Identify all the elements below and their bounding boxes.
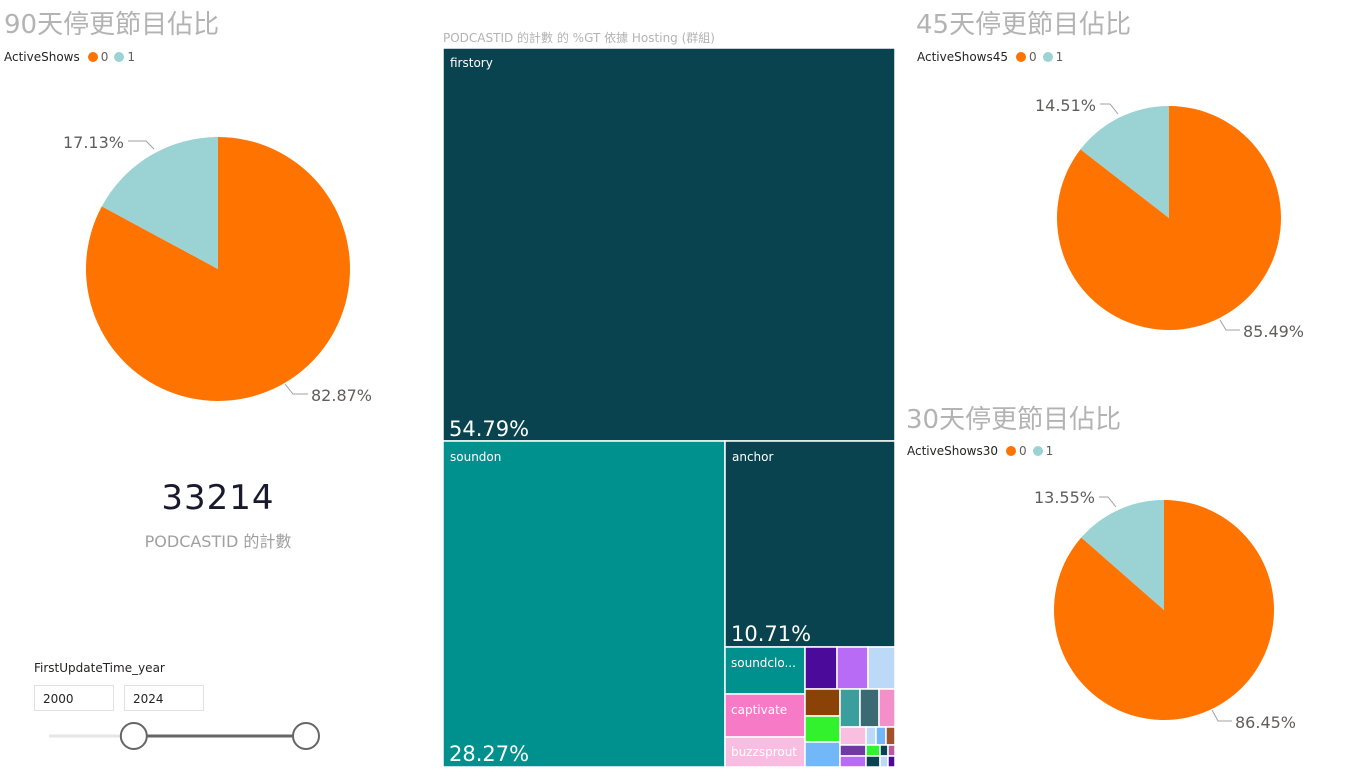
legend-dot-0 (87, 52, 98, 62)
legend-label-0: 0 (1019, 444, 1027, 458)
pie45-legend-title: ActiveShows45 (917, 50, 1009, 64)
pie90-slice-0[interactable] (86, 137, 351, 401)
tile-small[interactable] (839, 755, 867, 768)
tile-small[interactable] (804, 646, 838, 690)
tile-anchor-value: 10.71% (731, 622, 811, 646)
pie45-slice-1[interactable] (1080, 106, 1169, 218)
pie45-label-0: 85.49% (1243, 322, 1304, 341)
pie45-title: 45天停更節目佔比 (916, 10, 1132, 40)
slicer-range (49, 722, 320, 750)
tile-buzzsprout-label: buzzsprout (731, 745, 797, 759)
legend-label-1: 1 (1045, 444, 1054, 458)
tile-captivate-label: captivate (731, 703, 787, 717)
legend-dot-1 (114, 52, 125, 62)
legend-label-1: 1 (127, 50, 136, 64)
tile-soundon[interactable] (443, 440, 726, 768)
legend-item-1[interactable]: 1 (1042, 50, 1064, 64)
tile-small[interactable] (804, 688, 841, 717)
tile-soundcloud-label: soundclo... (731, 656, 796, 670)
tile-firstory[interactable] (443, 48, 896, 442)
legend-label-0: 0 (1029, 50, 1037, 64)
legend-dot-0 (1016, 52, 1027, 62)
tile-small[interactable] (887, 755, 896, 768)
pie90-label-0: 82.87% (311, 386, 372, 405)
tile-anchor[interactable] (724, 440, 896, 648)
pie45-leader-1 (1100, 103, 1119, 115)
tile-small[interactable] (804, 741, 841, 768)
treemap-chart: firstory 54.79% soundon 28.27% anchor 10… (443, 48, 896, 768)
tile-small[interactable] (839, 726, 867, 746)
pie30-chart: 13.55% 86.45% (1034, 488, 1296, 732)
pie90-legend-title: ActiveShows (4, 50, 80, 64)
tile-small[interactable] (839, 744, 867, 757)
tile-small[interactable] (867, 646, 896, 690)
legend-item-1[interactable]: 1 (1032, 444, 1054, 458)
pie45-slice-0[interactable] (1057, 106, 1282, 330)
pie30-title: 30天停更節目佔比 (906, 405, 1122, 435)
tile-small[interactable] (839, 688, 861, 728)
legend-label-0: 0 (100, 50, 109, 64)
slicer-to-input[interactable]: 2024 (124, 685, 204, 711)
treemap-title: PODCASTID 的計數 的 %GT 依據 Hosting (群組) (443, 31, 715, 45)
tile-soundcloud[interactable] (724, 646, 806, 695)
pie30-leader-1 (1099, 496, 1117, 508)
legend-item-0[interactable]: 0 (87, 50, 109, 64)
tile-soundon-label: soundon (450, 450, 501, 464)
pie90-chart: 17.13% 82.87% (63, 133, 372, 405)
pie45-legend: ActiveShows45 0 1 (917, 50, 1069, 64)
pie30-leader-0 (1211, 709, 1232, 722)
card-label: PODCASTID 的計數 (144, 532, 292, 551)
pie90-leader-0 (284, 383, 308, 395)
pie90-legend: ActiveShows 0 1 (4, 50, 141, 64)
tile-firstory-label: firstory (450, 56, 493, 70)
tile-small[interactable] (859, 688, 880, 728)
pie30-legend: ActiveShows30 0 1 (907, 444, 1059, 458)
tile-firstory-value: 54.79% (449, 417, 529, 441)
tile-small[interactable] (878, 688, 896, 728)
tile-small[interactable] (885, 726, 896, 746)
pie45-leader-0 (1219, 319, 1240, 331)
pie30-slice-0[interactable] (1054, 500, 1275, 720)
legend-dot-1 (1032, 446, 1043, 456)
tile-soundon-value: 28.27% (449, 742, 529, 766)
tile-small[interactable] (875, 726, 887, 746)
pie45-chart: 14.51% 85.49% (1035, 96, 1304, 341)
tile-small[interactable] (865, 744, 881, 757)
pie90-label-1: 17.13% (63, 133, 124, 152)
tile-small[interactable] (865, 755, 881, 768)
tile-small[interactable] (887, 744, 896, 757)
pie45-label-1: 14.51% (1035, 96, 1096, 115)
pie30-legend-title: ActiveShows30 (907, 444, 999, 458)
pie30-label-1: 13.55% (1034, 488, 1095, 507)
pie90-leader-1 (128, 140, 155, 150)
legend-dot-0 (1006, 446, 1017, 456)
pie90-slice-1[interactable] (101, 137, 218, 269)
pie90-title: 90天停更節目佔比 (4, 10, 220, 40)
tile-small[interactable] (879, 744, 889, 757)
slicer-end-handle[interactable] (292, 722, 320, 750)
slicer-start-handle[interactable] (119, 722, 148, 750)
tile-small[interactable] (804, 715, 841, 743)
legend-item-0[interactable]: 0 (1016, 50, 1037, 64)
tile-small[interactable] (836, 646, 869, 690)
slicer-title: FirstUpdateTime_year (34, 661, 165, 675)
tile-small[interactable] (879, 755, 889, 768)
tile-anchor-label: anchor (732, 450, 774, 464)
card-value: 33214 (161, 478, 275, 518)
slicer-from-input[interactable]: 2000 (34, 685, 114, 711)
legend-item-1[interactable]: 1 (114, 50, 135, 64)
legend-item-0[interactable]: 0 (1006, 444, 1027, 458)
pie30-slice-1[interactable] (1081, 500, 1164, 610)
legend-dot-1 (1042, 52, 1053, 62)
pie30-label-0: 86.45% (1235, 713, 1296, 732)
legend-label-1: 1 (1055, 50, 1064, 64)
tile-small[interactable] (865, 726, 877, 746)
tile-captivate[interactable] (724, 693, 806, 738)
